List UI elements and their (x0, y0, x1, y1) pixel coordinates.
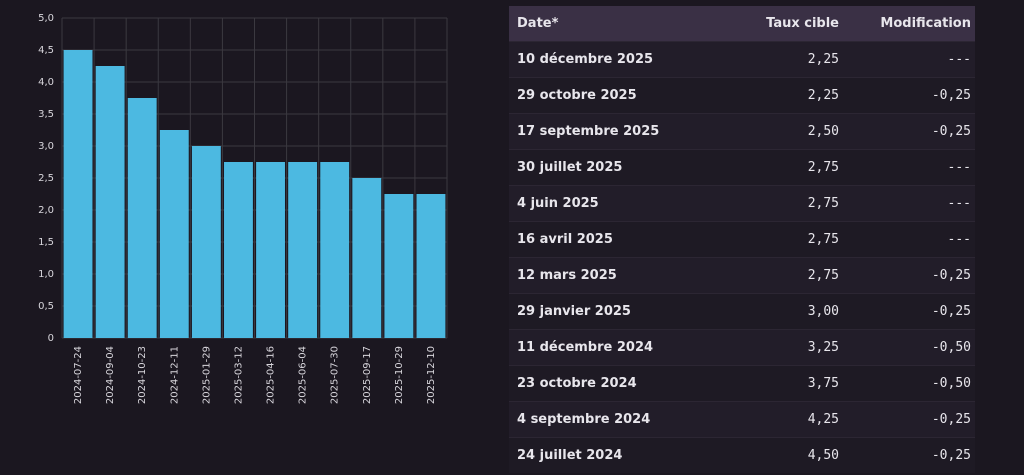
column-header: Date* (509, 6, 711, 42)
table-cell: 17 septembre 2025 (509, 113, 711, 150)
table-cell: 2,75 (711, 221, 843, 258)
table-cell: 23 octobre 2024 (509, 365, 711, 402)
table-cell: 12 mars 2025 (509, 257, 711, 294)
y-tick-label: 5,0 (38, 13, 54, 24)
bar (320, 162, 350, 338)
table-cell: 2,50 (711, 113, 843, 150)
table-cell: 16 avril 2025 (509, 221, 711, 258)
y-tick-label: 1,0 (38, 269, 54, 280)
x-tick-label: 2024-10-23 (137, 346, 148, 404)
table-cell: 24 juillet 2024 (509, 437, 711, 473)
column-header: Modification (843, 6, 975, 42)
table-row: 12 mars 2025 2,75 -0,25 (509, 257, 975, 294)
x-tick-label: 2025-09-17 (362, 346, 373, 404)
table-cell: 3,75 (711, 365, 843, 402)
table-cell: --- (843, 185, 975, 222)
rate-table: Date* Taux cible Modification 10 décembre 2… (509, 6, 975, 473)
x-tick-label: 2025-03-12 (233, 346, 244, 404)
table-cell: -0,25 (843, 257, 975, 294)
table-row: 24 juillet 2024 4,50 -0,25 (509, 437, 975, 473)
x-tick-label: 2024-12-11 (169, 346, 180, 404)
table-cell: 4 juin 2025 (509, 185, 711, 222)
y-tick-label: 0 (48, 333, 54, 344)
bar (95, 66, 125, 338)
table-row: 4 juin 2025 2,75 --- (509, 185, 975, 222)
bar (352, 178, 382, 338)
bar (127, 98, 157, 338)
bar (288, 162, 318, 338)
x-tick-label: 2025-12-10 (426, 346, 437, 404)
table-cell: -0,25 (843, 113, 975, 150)
table-header: Date* Taux cible Modification (509, 6, 975, 42)
y-tick-label: 4,0 (38, 77, 54, 88)
table-cell: 2,75 (711, 149, 843, 186)
bar (191, 146, 221, 338)
x-tick-label: 2024-07-24 (73, 346, 84, 404)
table-cell: -0,50 (843, 329, 975, 366)
table-cell: 10 décembre 2025 (509, 41, 711, 78)
chart: 0 0,5 1,0 1,5 2,0 2,5 3,0 3,5 4,0 4,5 5,0 2024-07-2… (38, 13, 448, 404)
table-cell: 29 octobre 2025 (509, 77, 711, 114)
bar (384, 194, 414, 338)
table-row: 10 décembre 2025 2,25 --- (509, 41, 975, 78)
y-tick-label: 4,5 (38, 45, 54, 56)
y-tick-label: 3,0 (38, 141, 54, 152)
table-cell: 4 septembre 2024 (509, 401, 711, 438)
table-cell: 4,25 (711, 401, 843, 438)
y-tick-label: 3,5 (38, 109, 54, 120)
x-tick-label: 2025-07-30 (330, 346, 341, 404)
table-cell: -0,25 (843, 77, 975, 114)
bar (256, 162, 285, 338)
table-row: 29 janvier 2025 3,00 -0,25 (509, 293, 975, 330)
y-tick-label: 1,5 (38, 237, 54, 248)
table-row: 23 octobre 2024 3,75 -0,50 (509, 365, 975, 402)
x-tick-label: 2024-09-04 (105, 346, 116, 404)
y-tick-label: 2,0 (38, 205, 54, 216)
x-tick-label: 2025-06-04 (298, 346, 309, 404)
table-cell: --- (843, 41, 975, 78)
table-row: 29 octobre 2025 2,25 -0,25 (509, 77, 975, 114)
table-cell: -0,25 (843, 437, 975, 473)
table-cell: 2,75 (711, 257, 843, 294)
bar (159, 130, 189, 338)
table-row: 11 décembre 2024 3,25 -0,50 (509, 329, 975, 366)
x-tick-label: 2025-01-29 (201, 346, 212, 404)
table-row: 17 septembre 2025 2,50 -0,25 (509, 113, 975, 150)
table-cell: 2,75 (711, 185, 843, 222)
table-cell: -0,50 (843, 365, 975, 402)
table-cell: 2,25 (711, 41, 843, 78)
table-row: 4 septembre 2024 4,25 -0,25 (509, 401, 975, 438)
table-cell: --- (843, 149, 975, 186)
table-cell: --- (843, 221, 975, 258)
table-cell: -0,25 (843, 293, 975, 330)
table-cell: 3,25 (711, 329, 843, 366)
x-tick-label: 2025-04-16 (266, 346, 277, 404)
table-cell: 11 décembre 2024 (509, 329, 711, 366)
column-header: Taux cible (711, 6, 843, 42)
table-row: 30 juillet 2025 2,75 --- (509, 149, 975, 186)
table-cell: 29 janvier 2025 (509, 293, 711, 330)
y-tick-label: 2,5 (38, 173, 54, 184)
table-cell: 3,00 (711, 293, 843, 330)
bar (224, 162, 253, 338)
y-tick-label: 0,5 (38, 301, 54, 312)
table-cell: 4,50 (711, 437, 843, 473)
table-cell: 30 juillet 2025 (509, 149, 711, 186)
table-row: 16 avril 2025 2,75 --- (509, 221, 975, 258)
table-cell: 2,25 (711, 77, 843, 114)
table-cell: -0,25 (843, 401, 975, 438)
bar (63, 50, 93, 338)
x-tick-label: 2025-10-29 (394, 346, 405, 404)
bar (416, 194, 446, 338)
